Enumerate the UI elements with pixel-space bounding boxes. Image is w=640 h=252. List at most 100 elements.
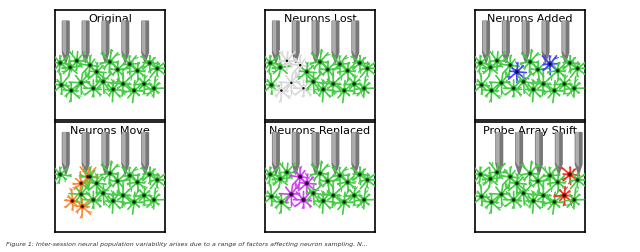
Circle shape <box>129 175 131 176</box>
Circle shape <box>523 193 524 194</box>
Circle shape <box>286 60 287 61</box>
Polygon shape <box>293 21 296 55</box>
Circle shape <box>128 62 131 66</box>
Circle shape <box>102 81 104 82</box>
Circle shape <box>285 58 289 63</box>
Circle shape <box>96 183 97 184</box>
Circle shape <box>553 201 556 204</box>
Circle shape <box>532 88 535 91</box>
Circle shape <box>101 79 106 84</box>
Polygon shape <box>352 21 358 63</box>
Circle shape <box>157 68 158 69</box>
Circle shape <box>362 86 367 91</box>
Circle shape <box>86 174 90 179</box>
Circle shape <box>143 195 145 196</box>
Polygon shape <box>556 133 559 166</box>
Polygon shape <box>543 21 545 55</box>
Circle shape <box>481 84 482 86</box>
Circle shape <box>342 200 347 204</box>
Circle shape <box>79 81 83 85</box>
Circle shape <box>80 182 83 185</box>
Circle shape <box>271 84 272 86</box>
Polygon shape <box>352 133 358 174</box>
Circle shape <box>285 171 289 174</box>
Circle shape <box>346 69 349 72</box>
Circle shape <box>137 70 138 71</box>
Polygon shape <box>353 133 355 166</box>
Polygon shape <box>273 133 279 174</box>
Circle shape <box>116 68 119 71</box>
Circle shape <box>92 87 95 90</box>
Polygon shape <box>123 21 125 55</box>
Circle shape <box>299 175 301 178</box>
Polygon shape <box>536 133 539 166</box>
Circle shape <box>367 179 368 181</box>
Circle shape <box>332 82 335 85</box>
Circle shape <box>568 61 572 65</box>
Circle shape <box>339 62 341 66</box>
Circle shape <box>353 195 355 196</box>
Circle shape <box>312 80 315 83</box>
Circle shape <box>88 174 92 179</box>
Circle shape <box>108 171 112 176</box>
Circle shape <box>495 59 499 62</box>
Circle shape <box>352 193 356 198</box>
Polygon shape <box>83 133 85 166</box>
Circle shape <box>127 173 132 178</box>
Circle shape <box>81 194 82 195</box>
Circle shape <box>148 61 151 65</box>
Circle shape <box>342 88 347 93</box>
Circle shape <box>80 204 84 209</box>
Circle shape <box>147 172 152 177</box>
Circle shape <box>358 173 361 176</box>
Circle shape <box>156 178 159 181</box>
Circle shape <box>516 71 518 72</box>
Circle shape <box>575 178 580 182</box>
Circle shape <box>305 70 308 73</box>
Circle shape <box>513 88 514 89</box>
Circle shape <box>541 193 546 198</box>
Circle shape <box>280 89 283 92</box>
Circle shape <box>303 88 304 89</box>
Circle shape <box>301 86 306 91</box>
Circle shape <box>537 69 538 70</box>
Circle shape <box>536 68 540 71</box>
Circle shape <box>319 172 321 175</box>
Circle shape <box>532 200 535 202</box>
Circle shape <box>490 178 491 179</box>
Circle shape <box>87 176 88 177</box>
Circle shape <box>122 82 125 85</box>
Circle shape <box>279 177 282 180</box>
Circle shape <box>563 82 566 85</box>
Circle shape <box>92 198 95 201</box>
Circle shape <box>121 82 125 86</box>
Polygon shape <box>83 21 89 63</box>
Circle shape <box>480 174 481 175</box>
Circle shape <box>333 83 334 84</box>
Circle shape <box>529 61 531 62</box>
Circle shape <box>509 65 511 66</box>
Polygon shape <box>563 21 565 55</box>
Circle shape <box>299 64 301 67</box>
Polygon shape <box>83 21 85 55</box>
Circle shape <box>147 61 152 65</box>
Circle shape <box>321 199 326 203</box>
Circle shape <box>102 193 104 194</box>
Circle shape <box>363 198 365 201</box>
Circle shape <box>495 170 499 175</box>
Polygon shape <box>496 133 502 174</box>
Circle shape <box>543 83 544 84</box>
Polygon shape <box>293 133 296 166</box>
Circle shape <box>562 82 566 86</box>
Circle shape <box>365 66 370 71</box>
Circle shape <box>515 70 518 73</box>
Circle shape <box>576 178 579 181</box>
Circle shape <box>572 86 577 91</box>
Circle shape <box>572 198 577 202</box>
Circle shape <box>127 62 132 67</box>
Circle shape <box>577 68 578 69</box>
Circle shape <box>536 67 540 72</box>
Circle shape <box>290 81 293 84</box>
Circle shape <box>521 191 526 196</box>
Circle shape <box>322 200 325 202</box>
